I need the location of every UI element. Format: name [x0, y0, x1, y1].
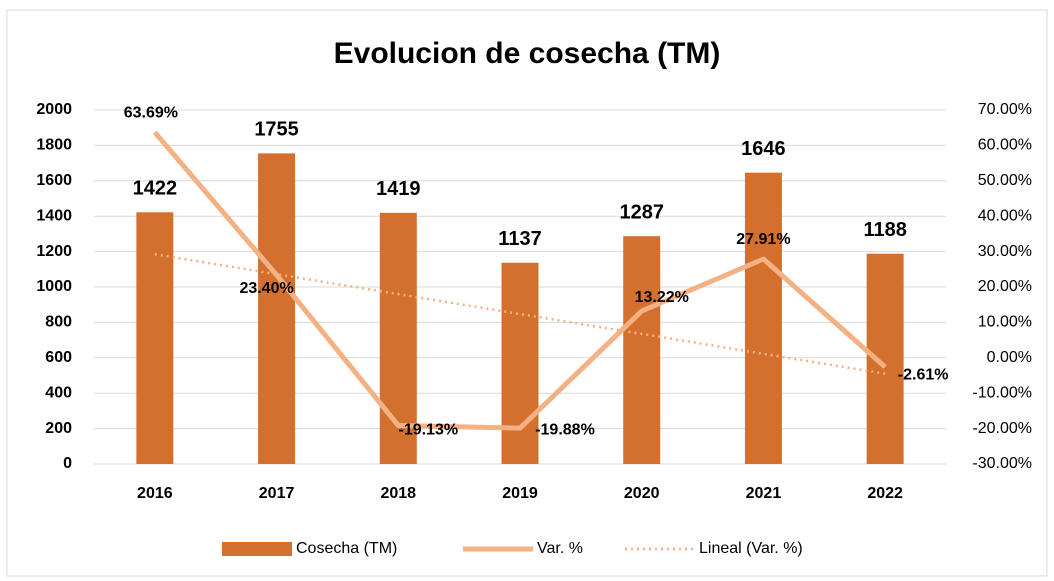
y2-tick-label: 30.00% — [978, 243, 1032, 260]
x-tick-label: 2018 — [380, 485, 416, 502]
bar-value-label: 1755 — [254, 119, 299, 141]
y2-tick-label: 70.00% — [978, 101, 1032, 118]
y-tick-label: 2000 — [36, 101, 72, 118]
bar — [258, 153, 296, 465]
x-tick-label: 2022 — [867, 485, 903, 502]
y2-tick-label: 10.00% — [978, 314, 1032, 331]
y-tick-label: 800 — [45, 314, 72, 331]
bar — [623, 236, 661, 464]
y-tick-label: 200 — [45, 420, 72, 437]
bar-value-label: 1419 — [376, 178, 421, 200]
y-tick-label: 400 — [45, 384, 72, 401]
line-value-label: 23.40% — [239, 280, 293, 297]
y2-tick-label: 50.00% — [978, 172, 1032, 189]
y-tick-label: 1000 — [36, 278, 72, 295]
y2-tick-label: -20.00% — [972, 420, 1032, 437]
y2-tick-label: 40.00% — [978, 207, 1032, 224]
y2-tick-label: 0.00% — [987, 349, 1032, 366]
x-tick-label: 2019 — [502, 485, 538, 502]
y2-tick-label: -30.00% — [972, 455, 1032, 472]
y2-tick-label: -10.00% — [972, 384, 1032, 401]
y-tick-label: 600 — [45, 349, 72, 366]
line-value-label: -19.13% — [398, 422, 458, 439]
legend-swatch — [222, 542, 292, 556]
x-tick-label: 2021 — [746, 485, 782, 502]
y-tick-label: 1200 — [36, 243, 72, 260]
chart-title: Evolucion de cosecha (TM) — [334, 37, 721, 70]
line-value-label: 27.91% — [736, 231, 790, 248]
bar-value-label: 1188 — [863, 219, 906, 241]
line-value-label: -2.61% — [898, 366, 949, 383]
bar — [744, 172, 782, 464]
bar-value-label: 1137 — [498, 228, 541, 250]
x-tick-label: 2016 — [137, 485, 173, 502]
y-tick-label: 1600 — [36, 172, 72, 189]
y-tick-label: 0 — [63, 455, 72, 472]
bar — [136, 212, 174, 464]
legend-label: Cosecha (TM) — [296, 540, 397, 557]
line-value-label: 13.22% — [635, 289, 689, 306]
bar-value-label: 1422 — [133, 178, 178, 200]
legend-label: Lineal (Var. %) — [699, 540, 803, 557]
y-tick-label: 1400 — [36, 207, 72, 224]
legend-label: Var. % — [537, 540, 583, 557]
y2-tick-label: 60.00% — [978, 137, 1032, 154]
y-tick-label: 1800 — [36, 137, 72, 154]
line-value-label: -19.88% — [535, 421, 595, 438]
line — [152, 130, 887, 431]
line-value-label: 63.69% — [124, 105, 178, 122]
x-tick-label: 2020 — [624, 485, 660, 502]
x-tick-label: 2017 — [259, 485, 295, 502]
bar — [501, 262, 539, 464]
bar-value-label: 1646 — [741, 138, 786, 160]
bar-value-label: 1287 — [619, 201, 664, 223]
y2-tick-label: 20.00% — [978, 278, 1032, 295]
